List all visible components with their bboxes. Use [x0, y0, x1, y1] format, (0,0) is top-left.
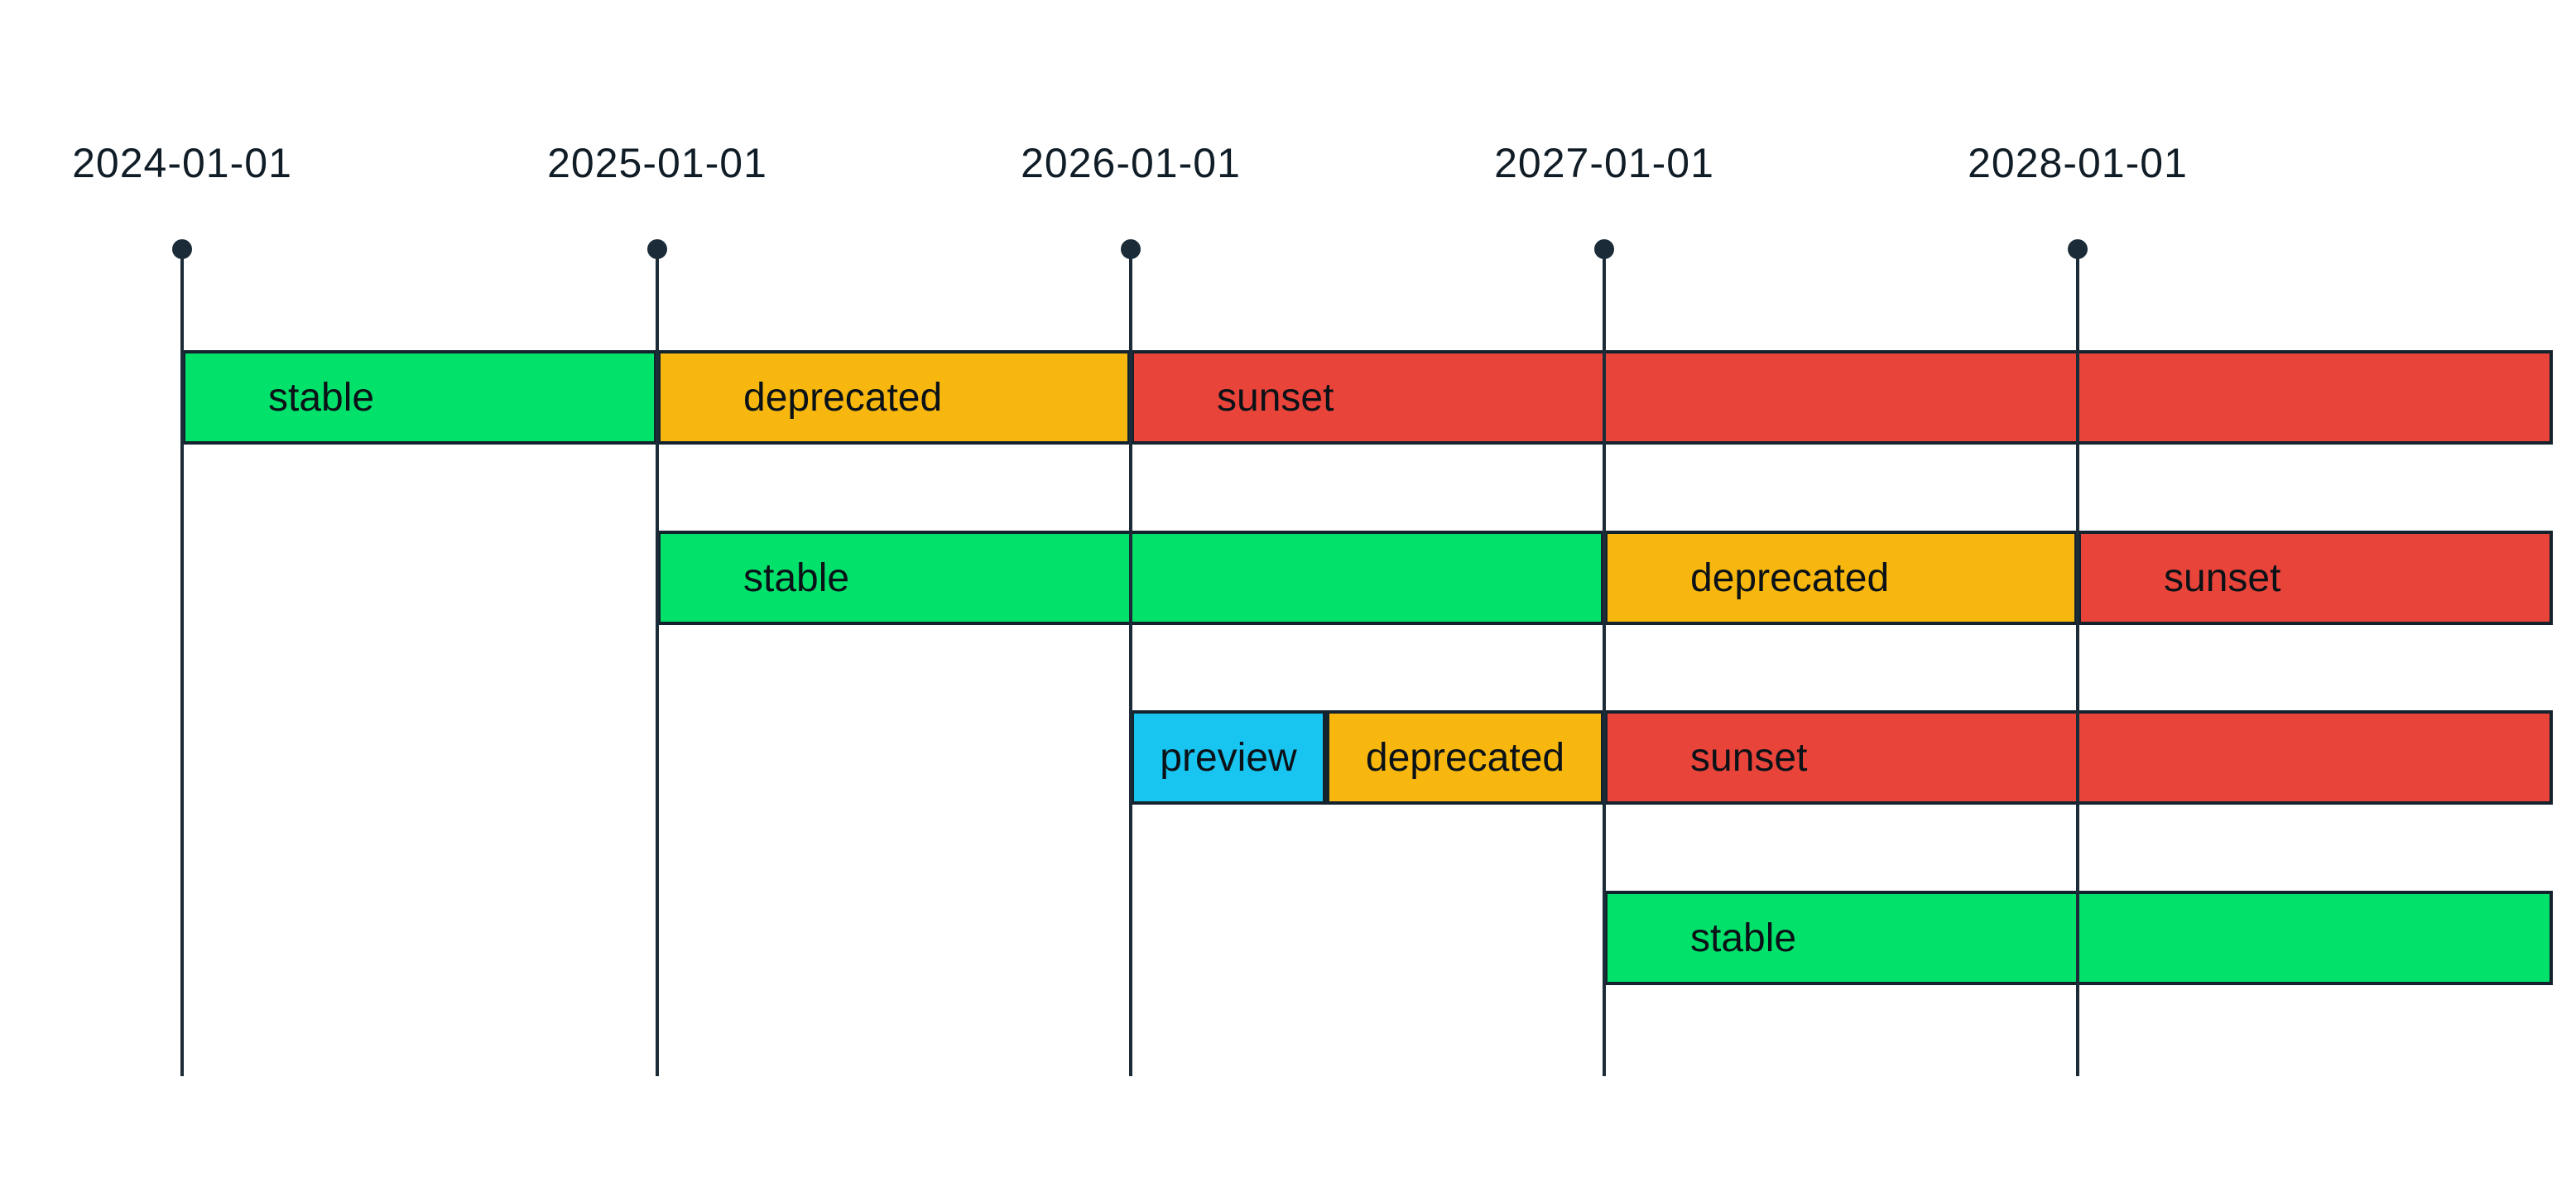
lifecycle-segment-deprecated: deprecated: [657, 350, 1131, 445]
timeline-gridline: [656, 249, 659, 1076]
lifecycle-segment-preview: preview: [1131, 710, 1326, 805]
lifecycle-segment-sunset: sunset: [2078, 531, 2553, 625]
axis-tick-label: 2024-01-01: [72, 140, 292, 186]
timeline-node-dot: [647, 239, 667, 259]
timeline-gridline: [1603, 249, 1606, 1076]
timeline-node-dot: [2068, 239, 2088, 259]
axis-tick-label: 2027-01-01: [1494, 140, 1714, 186]
segment-label: deprecated: [1690, 555, 1890, 600]
segment-label: deprecated: [1365, 735, 1565, 780]
lifecycle-segment-deprecated: deprecated: [1326, 710, 1604, 805]
lifecycle-segment-deprecated: deprecated: [1604, 531, 2078, 625]
timeline-node-dot: [172, 239, 192, 259]
segment-label: stable: [268, 375, 375, 420]
axis-tick-label: 2026-01-01: [1021, 140, 1241, 186]
timeline-gridline: [1129, 249, 1132, 1076]
timeline-node-dot: [1594, 239, 1614, 259]
timeline-gridline: [180, 249, 184, 1076]
segment-label: stable: [1690, 916, 1797, 960]
segment-label: preview: [1160, 735, 1297, 780]
lifecycle-segment-stable: stable: [182, 350, 657, 445]
segment-label: sunset: [1690, 735, 1808, 780]
segment-label: stable: [743, 555, 850, 600]
lifecycle-segment-sunset: sunset: [1131, 350, 2553, 445]
axis-tick-label: 2028-01-01: [1968, 140, 2188, 186]
axis-tick-label: 2025-01-01: [547, 140, 767, 186]
segment-label: sunset: [2164, 555, 2281, 600]
segment-label: deprecated: [743, 375, 943, 420]
timeline-node-dot: [1121, 239, 1141, 259]
segment-label: sunset: [1217, 375, 1334, 420]
timeline-gridline: [2076, 249, 2079, 1076]
